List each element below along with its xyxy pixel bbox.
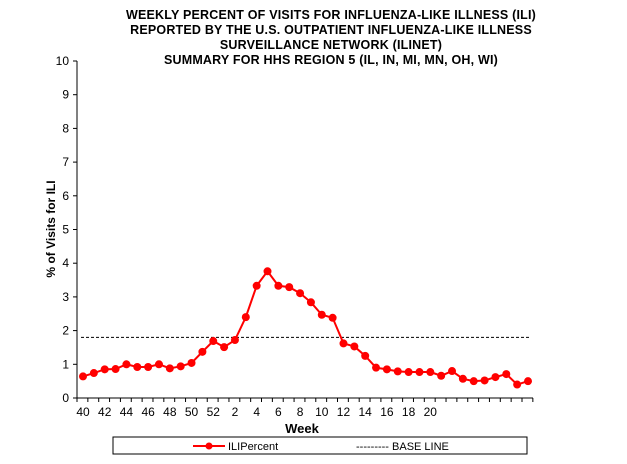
ili-percent-point xyxy=(165,364,174,373)
title-line: WEEKLY PERCENT OF VISITS FOR INFLUENZA-L… xyxy=(125,8,537,22)
x-tick-label: 8 xyxy=(297,405,304,419)
ili-percent-point xyxy=(502,370,511,379)
ili-percent-point xyxy=(513,380,522,389)
x-tick-label: 12 xyxy=(337,405,351,419)
ili-percent-point xyxy=(252,281,261,290)
ili-percent-point xyxy=(524,377,532,386)
x-tick-label: 42 xyxy=(98,405,112,419)
x-tick-label: 6 xyxy=(275,405,282,419)
ili-percent-point xyxy=(144,362,153,371)
title-line: SUMMARY FOR HHS REGION 5 (IL, IN, MI, MN… xyxy=(163,53,499,67)
x-tick-label: 50 xyxy=(185,405,199,419)
ili-percent-point xyxy=(209,337,218,346)
ili-percent-point xyxy=(458,374,467,383)
x-tick-label: 2 xyxy=(232,405,239,419)
y-tick-label: 3 xyxy=(62,290,69,304)
y-tick-label: 8 xyxy=(62,121,69,135)
x-tick-label: 46 xyxy=(141,405,155,419)
ili-percent-point xyxy=(382,365,391,374)
ili-percent-point xyxy=(328,313,337,322)
ili-percent-point xyxy=(89,369,98,378)
ili-percent-point xyxy=(372,363,381,372)
ili-percent-point xyxy=(79,372,87,381)
y-tick-label: 10 xyxy=(56,54,70,68)
ili-percent-point xyxy=(122,360,131,369)
ili-percent-point xyxy=(491,373,500,382)
ili-percent-point xyxy=(230,336,239,345)
x-tick-label: 40 xyxy=(76,405,90,419)
ili-percent-point xyxy=(317,310,326,319)
legend-baseline-label: --------- BASE LINE xyxy=(356,441,449,453)
ili-percent-point xyxy=(133,362,142,371)
y-tick-label: 1 xyxy=(62,357,69,371)
legend-ili-marker xyxy=(205,442,213,450)
y-tick-label: 6 xyxy=(62,189,69,203)
legend-ili-label: ILIPercent xyxy=(228,441,278,453)
y-tick-label: 7 xyxy=(62,155,69,169)
ili-percent-point xyxy=(285,283,294,292)
title-line: REPORTED BY THE U.S. OUTPATIENT INFLUENZ… xyxy=(130,23,532,37)
ili-percent-point xyxy=(448,367,457,376)
ili-percent-point xyxy=(393,367,402,376)
ili-percent-point xyxy=(339,339,348,348)
ili-percent-point xyxy=(469,377,478,386)
x-tick-label: 20 xyxy=(424,405,438,419)
y-axis-label: % of Visits for ILI xyxy=(44,180,58,277)
ili-percent-point xyxy=(350,342,359,351)
x-tick-label: 18 xyxy=(402,405,416,419)
legend-box xyxy=(112,436,528,455)
ili-percent-point xyxy=(220,343,229,352)
x-tick-label: 48 xyxy=(163,405,177,419)
ili-percent-point xyxy=(437,371,446,380)
y-tick-label: 2 xyxy=(62,324,69,338)
ili-percent-point xyxy=(480,376,489,385)
ili-percent-point xyxy=(241,313,250,322)
x-tick-label: 10 xyxy=(315,405,329,419)
x-tick-label: 4 xyxy=(253,405,260,419)
y-tick-label: 4 xyxy=(62,256,69,270)
ili-percent-point xyxy=(361,351,370,360)
ili-percent-point xyxy=(111,365,120,374)
chart-title: WEEKLY PERCENT OF VISITS FOR INFLUENZA-L… xyxy=(0,8,627,68)
ili-percent-point xyxy=(154,360,163,369)
legend: ILIPercent --------- BASE LINE xyxy=(112,436,528,455)
ili-percent-point xyxy=(426,368,435,377)
ili-percent-point xyxy=(415,368,424,377)
x-tick-label: 14 xyxy=(359,405,373,419)
x-tick-label: 52 xyxy=(207,405,221,419)
ili-percent-point xyxy=(404,368,413,377)
y-tick-label: 0 xyxy=(62,391,69,405)
ili-percent-point xyxy=(176,362,185,371)
ili-percent-point xyxy=(296,289,305,298)
ili-percent-point xyxy=(100,365,109,374)
title-line: SURVEILLANCE NETWORK (ILINET) xyxy=(219,38,443,52)
ili-percent-point xyxy=(263,267,272,276)
y-tick-label: 5 xyxy=(62,223,69,237)
x-axis-label: Week xyxy=(285,421,319,436)
ili-percent-point xyxy=(187,358,196,367)
x-tick-label: 44 xyxy=(120,405,134,419)
ili-percent-point xyxy=(198,347,207,356)
ili-percent-point xyxy=(274,281,283,290)
ili-percent-point xyxy=(306,298,315,307)
x-tick-label: 16 xyxy=(380,405,394,419)
y-tick-label: 9 xyxy=(62,88,69,102)
